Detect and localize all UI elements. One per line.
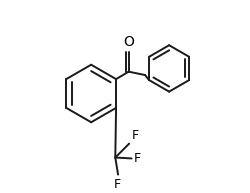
Text: O: O [123,35,134,49]
Text: F: F [131,129,138,142]
Text: F: F [113,178,120,190]
Text: F: F [133,152,140,165]
